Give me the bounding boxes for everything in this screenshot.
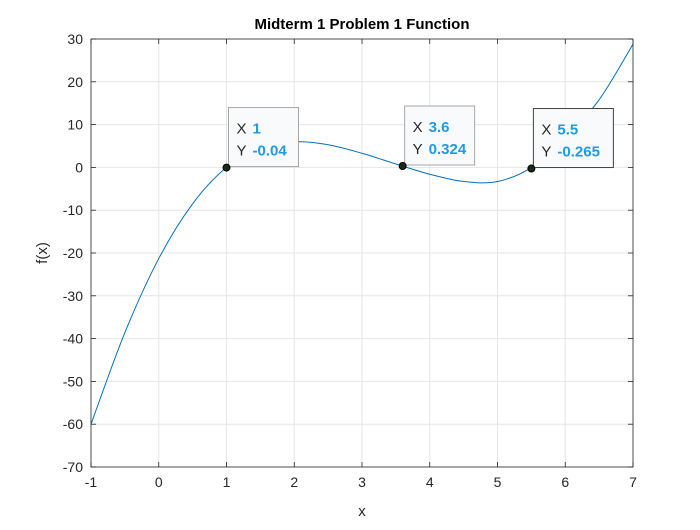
datatip[interactable]: X 1Y -0.04 — [222, 107, 299, 172]
y-tick-label: 30 — [67, 31, 83, 47]
datatip-x-value: 1 — [253, 121, 261, 138]
y-axis-label: f(x) — [34, 242, 51, 264]
y-tick-label: -20 — [63, 245, 83, 261]
x-tick-label: 6 — [561, 474, 569, 490]
datatip-y-key: Y — [237, 143, 247, 160]
y-tick-label: -30 — [63, 288, 83, 304]
y-tick-label: -10 — [63, 202, 83, 218]
x-tick-label: 2 — [290, 474, 298, 490]
y-tick-label: 0 — [75, 159, 83, 175]
datatip-x-key: X — [237, 121, 247, 138]
datatip-x-value: 3.6 — [429, 119, 450, 136]
y-tick-label: -50 — [63, 373, 83, 389]
x-tick-label: 0 — [155, 474, 163, 490]
datatip-box — [228, 107, 299, 168]
datatip-box — [532, 108, 614, 169]
datatip-x-value: 5.5 — [557, 122, 578, 139]
y-tick-label: -70 — [63, 459, 83, 475]
y-tick-label: 20 — [67, 74, 83, 90]
x-tick-label: 1 — [223, 474, 231, 490]
datatip-y-value: -0.265 — [557, 144, 600, 161]
datatip-marker[interactable] — [222, 163, 231, 172]
y-tick-label: -60 — [63, 416, 83, 432]
datatip-box — [404, 105, 476, 166]
x-axis-label: x — [358, 503, 366, 520]
y-tick-label: 10 — [67, 117, 83, 133]
x-tick-label: 4 — [426, 474, 434, 490]
datatip-y-key: Y — [541, 144, 551, 161]
x-tick-label: 7 — [629, 474, 637, 490]
datatip[interactable]: X 5.5 Y -0.265 — [527, 108, 614, 173]
datatip-y-value: -0.04 — [253, 143, 288, 160]
datatip-y-value: 0.324 — [429, 141, 467, 158]
datatip-x-key: X — [413, 119, 423, 136]
y-tick-label: -40 — [63, 331, 83, 347]
x-tick-label: -1 — [85, 474, 98, 490]
datatip-marker[interactable] — [527, 164, 536, 173]
x-tick-label: 5 — [494, 474, 502, 490]
datatip-marker[interactable] — [398, 162, 407, 171]
datatip-x-key: X — [541, 122, 551, 139]
x-tick-label: 3 — [358, 474, 366, 490]
chart-title: Midterm 1 Problem 1 Function — [254, 16, 469, 33]
datatip[interactable]: X 3.6 Y 0.324 — [398, 105, 476, 171]
datatip-y-key: Y — [413, 141, 423, 158]
